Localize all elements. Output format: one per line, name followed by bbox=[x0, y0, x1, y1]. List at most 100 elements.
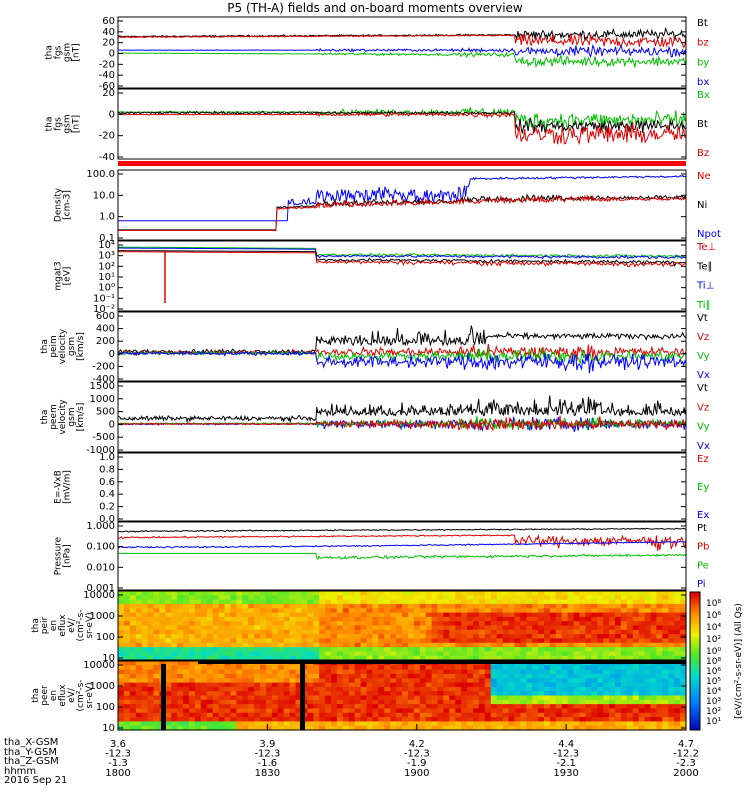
legend-Bz: Bz bbox=[697, 148, 709, 159]
svg-text:mgat3: mgat3 bbox=[54, 261, 64, 290]
y-tick-label: 0 bbox=[109, 419, 115, 430]
x-tick-label: -12.2 bbox=[673, 749, 699, 760]
y-tick-label: 10⁻² bbox=[93, 304, 115, 315]
legend-Vy: Vy bbox=[697, 351, 710, 362]
y-tick-label: 200 bbox=[96, 336, 115, 347]
svg-text:(cm²-s-: (cm²-s- bbox=[76, 679, 86, 711]
x-tick-label: 4.2 bbox=[409, 739, 425, 750]
y-axis-label-peim-velocity: tha peim velocity gsm [km/s] bbox=[40, 328, 86, 364]
x-tick-label: -12.3 bbox=[404, 749, 430, 760]
colorbar-tick: 10³ bbox=[706, 697, 721, 707]
legend-Bt: Bt bbox=[697, 18, 708, 29]
panel-frame-electron-spectrogram bbox=[117, 660, 687, 731]
svg-text:[mV/m]: [mV/m] bbox=[63, 470, 73, 504]
legend-Ti∥: Ti∥ bbox=[696, 300, 711, 311]
legend-Ne: Ne bbox=[697, 171, 711, 182]
x-tick-label: 1800 bbox=[105, 768, 130, 779]
y-tick-label: 0.6 bbox=[99, 477, 115, 488]
x-tick-label: -1.3 bbox=[108, 758, 128, 769]
y-tick-label: -20 bbox=[99, 131, 115, 142]
svg-text:[nT]: [nT] bbox=[72, 43, 82, 61]
legend-Pi: Pi bbox=[697, 579, 706, 590]
y-tick-label: 20 bbox=[102, 38, 115, 49]
y-axis-label-fgs-gsm-xyz: tha fgs gsm [nT] bbox=[45, 43, 82, 62]
y-tick-label: 0 bbox=[109, 109, 115, 120]
series-line-by bbox=[117, 51, 687, 69]
svg-text:tha: tha bbox=[31, 688, 41, 703]
xaxis-row-label: tha_Z-GSM bbox=[4, 756, 59, 768]
svg-text:eflux: eflux bbox=[58, 614, 68, 637]
y-tick-label: 0.010 bbox=[86, 562, 115, 573]
y-tick-label: 1.0 bbox=[99, 452, 115, 463]
xaxis-row-label: tha_X-GSM bbox=[4, 737, 59, 748]
legend-Ex: Ex bbox=[697, 510, 709, 521]
svg-text:en: en bbox=[49, 690, 59, 701]
legend-Pb: Pb bbox=[697, 542, 709, 553]
series-line-Pe bbox=[118, 552, 687, 561]
svg-text:gsm: gsm bbox=[67, 337, 77, 356]
series-line-Te∥ bbox=[118, 250, 687, 267]
date-label: 2016 Sep 21 bbox=[4, 775, 68, 787]
series-line-Bt bbox=[117, 110, 687, 134]
svg-text:gsm: gsm bbox=[63, 43, 73, 62]
panel-frame-fgs-gsm-xyz bbox=[117, 16, 687, 89]
svg-text:(cm²-s-: (cm²-s- bbox=[76, 609, 86, 641]
electron-spectrogram-image bbox=[118, 661, 687, 731]
y-axis-label-temperature: mgat3 [eV] bbox=[54, 261, 73, 290]
y-tick-label: -500 bbox=[92, 432, 115, 443]
legend-Vz: Vz bbox=[697, 402, 709, 413]
y-tick-label: -200 bbox=[92, 361, 115, 372]
legend-Vt: Vt bbox=[697, 313, 708, 324]
y-tick-label: 1000 bbox=[90, 394, 115, 405]
svg-text:tha: tha bbox=[45, 45, 55, 60]
legend-Ni: Ni bbox=[697, 200, 707, 211]
svg-text:[cm-3]: [cm-3] bbox=[63, 190, 73, 220]
y-tick-label: 0.4 bbox=[99, 489, 115, 500]
colorbar-tick: 10¹ bbox=[706, 717, 721, 727]
legend-Vy: Vy bbox=[697, 422, 710, 433]
series-line-bz bbox=[117, 33, 687, 49]
y-axis-label-fgs-gsm-angles: tha fgs gsm [nT] bbox=[45, 114, 82, 133]
y-tick-label: 10.0 bbox=[93, 190, 115, 201]
panel-frame-peim-velocity bbox=[117, 311, 687, 382]
legend-Pt: Pt bbox=[697, 523, 707, 534]
y-tick-label: 10⁻¹ bbox=[93, 293, 115, 304]
y-tick-label: 10³ bbox=[98, 251, 115, 262]
panel-frame-ion-spectrogram bbox=[117, 590, 687, 661]
legend-bz: bz bbox=[697, 38, 709, 49]
x-tick-label: -12.3 bbox=[553, 749, 579, 760]
y-tick-label: 100 bbox=[96, 632, 115, 643]
y-tick-label: -60 bbox=[99, 81, 115, 92]
colorbar-tick: 10⁸ bbox=[706, 657, 721, 667]
legend-Te⊥: Te⊥ bbox=[696, 242, 716, 253]
page-title: P5 (TH-A) fields and on-board moments ov… bbox=[227, 1, 523, 15]
legend-Ti⊥: Ti⊥ bbox=[696, 281, 714, 292]
colorbar-tick: 10⁵ bbox=[706, 677, 721, 687]
svg-text:tha: tha bbox=[31, 618, 41, 633]
svg-text:en: en bbox=[49, 620, 59, 631]
svg-text:Density: Density bbox=[54, 187, 64, 222]
y-axis-label-efield: E=-VxB [mV/m] bbox=[54, 470, 73, 504]
series-line-Pb bbox=[117, 533, 687, 551]
colorbar-tick: 10⁴ bbox=[706, 623, 721, 633]
series-line-bx bbox=[118, 44, 687, 59]
svg-text:E=-VxB: E=-VxB bbox=[54, 470, 64, 504]
x-tick-label: 4.7 bbox=[678, 739, 694, 750]
legend-Te∥: Te∥ bbox=[696, 261, 713, 272]
panel-frame-temperature bbox=[117, 240, 687, 312]
svg-text:tha: tha bbox=[40, 339, 50, 354]
panel-frame-peem-velocity bbox=[117, 381, 687, 453]
y-axis-label-peem-velocity: tha peem velocity gsm [km/s] bbox=[40, 399, 86, 435]
x-tick-label: 1930 bbox=[553, 768, 578, 779]
legend-Npot: Npot bbox=[697, 229, 721, 240]
series-line-Vt bbox=[117, 325, 687, 355]
x-tick-label: 3.6 bbox=[110, 739, 126, 750]
y-tick-label: 0.1 bbox=[99, 233, 115, 244]
y-tick-label: 1000 bbox=[90, 611, 115, 622]
xaxis-labels: tha_X-GSM tha_Y-GSM tha_Z-GSM hhmm 2016 … bbox=[4, 738, 67, 786]
x-tick-label: -12.3 bbox=[105, 749, 131, 760]
legend-bx: bx bbox=[697, 77, 709, 88]
svg-text:eV/: eV/ bbox=[67, 617, 77, 633]
legend-Ez: Ez bbox=[697, 454, 709, 465]
y-axis-label-density: Density [cm-3] bbox=[54, 187, 73, 222]
